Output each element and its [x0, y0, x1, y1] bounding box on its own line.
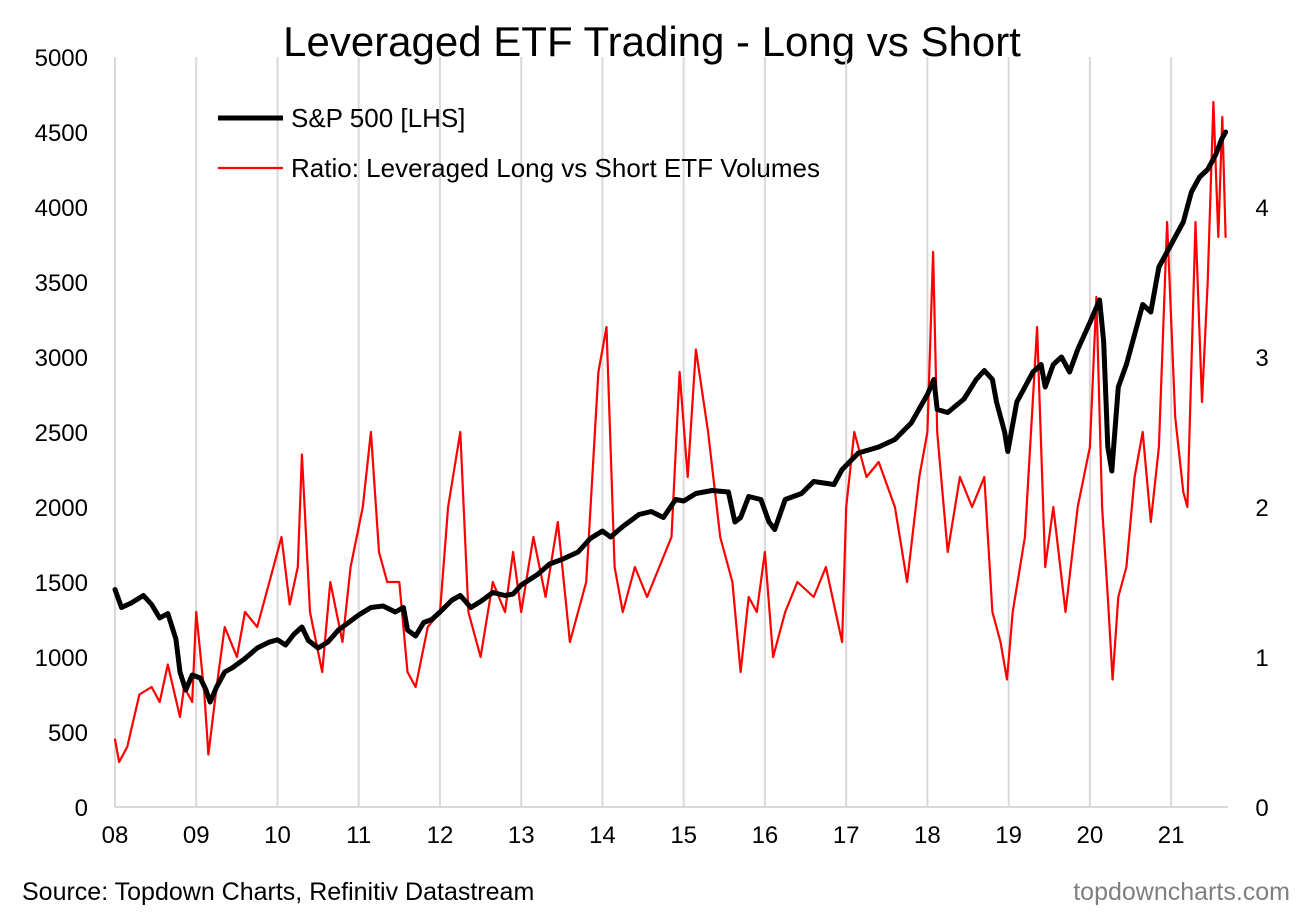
series-line-ratio — [113, 100, 1227, 764]
axes: 08 09 10 11 12 13 14 15 16 17 18 19 20 21050010001500… — [35, 45, 1269, 849]
x-tick-label: 20 — [1077, 822, 1104, 849]
y-left-tick-label: 3000 — [35, 345, 88, 372]
chart-title: Leveraged ETF Trading - Long vs Short — [283, 18, 1021, 65]
y-left-tick-label: 4000 — [35, 195, 88, 222]
legend-label-ratio: Ratio: Leveraged Long vs Short ETF Volum… — [291, 153, 820, 183]
x-tick-label: 09 — [183, 822, 210, 849]
x-tick-label: 18 — [914, 822, 941, 849]
y-left-tick-label: 1500 — [35, 570, 88, 597]
legend: S&P 500 [LHS] Ratio: Leveraged Long vs S… — [218, 103, 820, 183]
x-tick-label: 08 — [102, 822, 129, 849]
y-left-tick-label: 5000 — [35, 45, 88, 72]
y-left-tick-label: 1000 — [35, 645, 88, 672]
y-right-tick-label: 0 — [1255, 795, 1268, 822]
y-left-tick-label: 4500 — [35, 120, 88, 147]
source-note: Source: Topdown Charts, Refinitiv Datast… — [22, 878, 534, 906]
y-left-tick-label: 0 — [75, 795, 88, 822]
legend-label-sp500: S&P 500 [LHS] — [291, 103, 465, 133]
y-right-tick-label: 4 — [1255, 195, 1268, 222]
x-tick-label: 10 — [264, 822, 291, 849]
x-tick-label: 15 — [670, 822, 697, 849]
x-tick-label: 12 — [427, 822, 454, 849]
y-left-tick-label: 500 — [48, 720, 88, 747]
y-right-tick-label: 1 — [1255, 645, 1268, 672]
y-right-tick-label: 2 — [1255, 495, 1268, 522]
x-tick-label: 14 — [589, 822, 616, 849]
y-right-tick-label: 3 — [1255, 345, 1268, 372]
y-left-tick-label: 3500 — [35, 270, 88, 297]
y-left-tick-label: 2000 — [35, 495, 88, 522]
x-tick-label: 16 — [752, 822, 779, 849]
x-tick-label: 19 — [995, 822, 1022, 849]
y-left-tick-label: 2500 — [35, 420, 88, 447]
x-tick-label: 13 — [508, 822, 535, 849]
x-tick-label: 17 — [833, 822, 860, 849]
series-line-sp500 — [112, 129, 1229, 705]
brand-watermark: topdowncharts.com — [1073, 878, 1290, 906]
x-tick-label: 21 — [1158, 822, 1185, 849]
x-tick-label: 11 — [346, 822, 371, 849]
series-lines — [112, 100, 1229, 764]
